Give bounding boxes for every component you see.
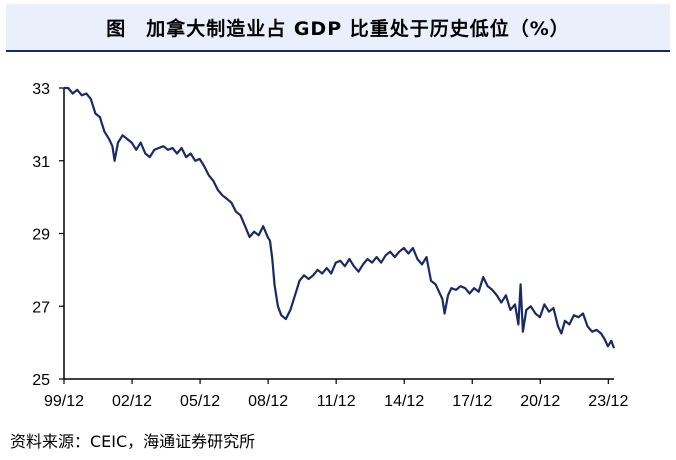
x-tick-label: 05/12 bbox=[180, 393, 220, 410]
x-tick-label: 14/12 bbox=[384, 393, 424, 410]
x-tick-label: 11/12 bbox=[317, 393, 356, 410]
y-tick-label: 25 bbox=[32, 372, 50, 389]
x-tick-label: 17/12 bbox=[452, 393, 492, 410]
source-note: 资料来源：CEIC，海通证券研究所 bbox=[10, 432, 256, 451]
x-tick-label: 08/12 bbox=[248, 393, 288, 410]
series-line bbox=[64, 86, 616, 349]
x-tick-label: 23/12 bbox=[588, 393, 628, 410]
x-tick-label: 20/12 bbox=[520, 393, 560, 410]
x-axis-ticks: 99/12 02/12 05/12 08/12 11/12 14/12 17/12 20/12… bbox=[44, 379, 628, 410]
y-axis-ticks: 25 27 29 31 33 bbox=[32, 81, 64, 389]
title-bar: 图 加拿大制造业占 GDP 比重处于历史低位（%） bbox=[6, 4, 670, 50]
y-tick-label: 29 bbox=[32, 227, 50, 244]
title-rule bbox=[6, 50, 670, 52]
chart-title: 图 加拿大制造业占 GDP 比重处于历史低位（%） bbox=[106, 17, 570, 40]
x-tick-label: 02/12 bbox=[112, 393, 152, 410]
axes bbox=[63, 88, 614, 380]
y-tick-label: 27 bbox=[32, 299, 50, 316]
x-tick-label: 99/12 bbox=[44, 393, 84, 410]
y-tick-label: 31 bbox=[32, 154, 50, 171]
y-tick-label: 33 bbox=[32, 81, 50, 98]
